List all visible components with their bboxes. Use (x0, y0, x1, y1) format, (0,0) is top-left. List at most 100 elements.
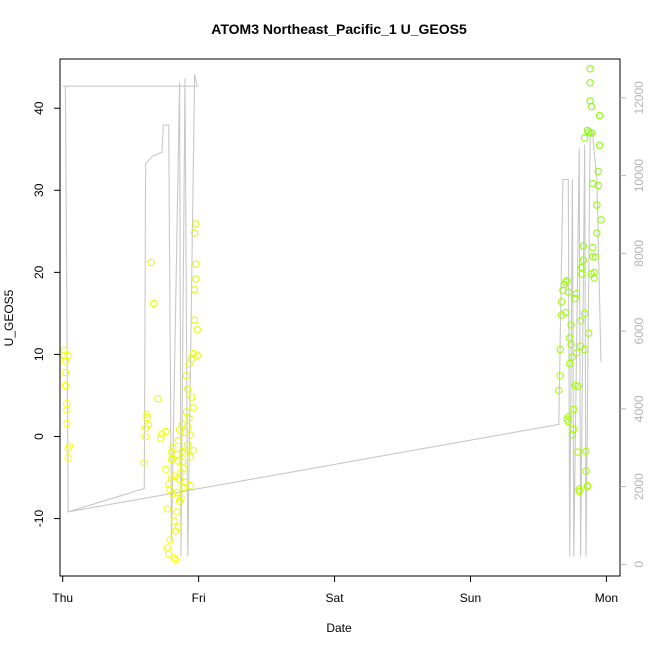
data-point (561, 308, 570, 317)
data-point (63, 419, 71, 428)
data-point (143, 410, 151, 418)
data-point (593, 229, 601, 237)
data-point (582, 447, 590, 455)
x-axis: Thu Fri Sat Sun Mon (52, 576, 618, 605)
data-point (60, 352, 68, 360)
y-tick-label: 30 (32, 183, 46, 197)
data-point (178, 458, 187, 466)
data-point (581, 345, 589, 354)
data-point (186, 482, 195, 490)
y2-tick-label: 10000 (632, 159, 646, 193)
data-point (561, 278, 570, 286)
chart-title: ATOM3 Northeast_Pacific_1 U_GEOS5 (211, 21, 467, 37)
data-point (182, 408, 191, 416)
data-point (174, 523, 183, 531)
data-point (589, 244, 597, 252)
y2-tick-label: 12000 (632, 81, 646, 115)
data-point (572, 349, 581, 357)
x-axis-label: Date (326, 621, 352, 635)
data-point (143, 413, 151, 422)
data-point (572, 290, 581, 298)
data-point (188, 393, 196, 401)
data-point (167, 455, 176, 464)
data-point (184, 422, 192, 431)
data-point (581, 134, 589, 142)
data-point (190, 229, 199, 237)
data-point (140, 459, 149, 467)
data-point (64, 351, 72, 359)
data-point (579, 242, 587, 250)
x-tick-label: Thu (52, 591, 73, 605)
data-point (566, 359, 574, 368)
data-point (571, 294, 579, 303)
y2-tick-label: 6000 (632, 317, 646, 344)
y2-tick-label: 0 (632, 561, 646, 568)
y-tick-label: 0 (32, 433, 46, 440)
data-point (576, 317, 585, 325)
data-point (591, 253, 600, 261)
y2-tick-label: 2000 (632, 473, 646, 500)
data-point (190, 316, 199, 324)
y-tick-label: 10 (32, 347, 46, 361)
data-point (171, 555, 180, 564)
data-point (173, 508, 181, 516)
data-point (575, 485, 583, 493)
data-point (578, 263, 586, 272)
data-point (165, 550, 173, 558)
data-point (583, 482, 592, 491)
y2-tick-label: 4000 (632, 395, 646, 422)
data-point (162, 427, 170, 436)
plot-frame (59, 58, 621, 577)
y2-tick-label: 8000 (632, 240, 646, 267)
data-point (595, 141, 604, 149)
data-point (593, 201, 601, 209)
y-tick-label: 40 (32, 101, 46, 115)
data-point (583, 126, 592, 135)
data-point (568, 353, 577, 361)
data-point (166, 536, 174, 544)
data-point (150, 299, 158, 308)
x-tick-label: Sat (326, 591, 345, 605)
data-point (555, 386, 563, 395)
data-point (567, 340, 575, 349)
data-point (169, 490, 177, 498)
data-point (567, 321, 575, 329)
data-point (165, 480, 173, 488)
data-point (574, 448, 582, 456)
data-point (564, 288, 572, 296)
data-point (184, 441, 192, 449)
data-point (188, 354, 196, 363)
y-tick-label: 20 (32, 265, 46, 279)
data-point (581, 309, 589, 318)
data-point (564, 418, 572, 426)
data-point (156, 434, 165, 442)
data-point (158, 430, 166, 438)
y-axis-left: -10 0 10 20 30 40 (32, 101, 60, 527)
y-tick-label: -10 (32, 510, 46, 528)
data-point (61, 368, 70, 377)
data-point (181, 478, 189, 487)
data-point (574, 382, 582, 391)
data-point (177, 494, 185, 502)
data-point (193, 351, 202, 359)
data-point (557, 298, 566, 306)
y-axis-right: 0 2000 4000 6000 8000 10000 12000 (620, 81, 646, 568)
data-point (589, 253, 597, 261)
data-point (594, 167, 602, 176)
altitude-line (62, 74, 602, 557)
data-point (192, 275, 200, 283)
data-point (594, 181, 602, 190)
data-point (63, 406, 71, 414)
data-point (587, 102, 596, 111)
data-point (170, 472, 178, 480)
data-point (141, 432, 150, 441)
data-point (189, 446, 197, 455)
data-point (189, 404, 197, 412)
data-point (173, 488, 181, 496)
data-point (563, 276, 571, 285)
data-point (587, 270, 596, 278)
data-point (65, 442, 74, 450)
data-point (170, 517, 178, 525)
data-point (192, 260, 200, 268)
